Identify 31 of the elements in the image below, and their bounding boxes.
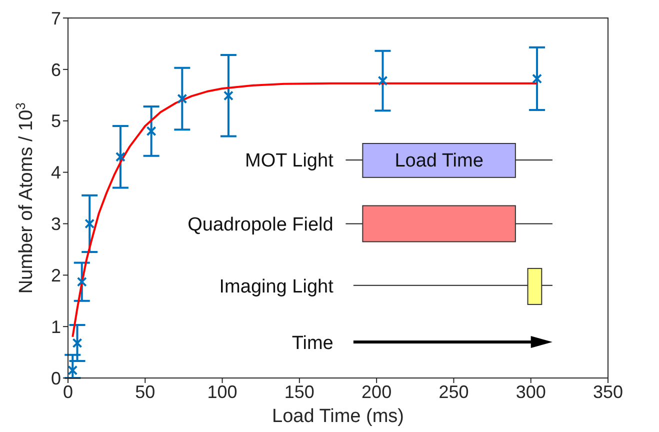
point [146,126,156,136]
point [223,90,234,101]
y-tick-label: 5 [50,111,61,132]
point [76,276,87,287]
point [84,218,95,229]
annotation: Quadropole Field [188,214,334,236]
annotation: Load Time [394,150,484,172]
y-tick-label: 3 [50,214,61,234]
y-tick-label: 6 [50,60,61,80]
point [68,365,78,376]
y-tick-label: 4 [50,162,61,183]
x-tick-label: 300 [516,382,546,402]
y-tick-label: 2 [50,266,61,286]
point [378,76,388,86]
point [115,152,126,162]
x-tick-label: 200 [362,382,392,402]
x-tick-label: 350 [592,382,624,402]
x-axis-title: Load Time (ms) [272,406,404,427]
y-tick-label: 7 [50,8,61,28]
y-tick-label: 0 [50,368,61,388]
annotation: MOT Light [245,150,334,172]
y-tick-label: 1 [50,316,61,337]
point [72,338,82,348]
x-tick-label: 250 [438,382,469,402]
x-tick-label: 150 [284,382,314,402]
annotation: Time [292,333,334,354]
annotation: Imaging Light [219,276,334,298]
x-tick-label: 50 [135,382,156,402]
x-tick-label: 100 [207,382,238,402]
point [532,74,542,84]
point [177,94,188,104]
